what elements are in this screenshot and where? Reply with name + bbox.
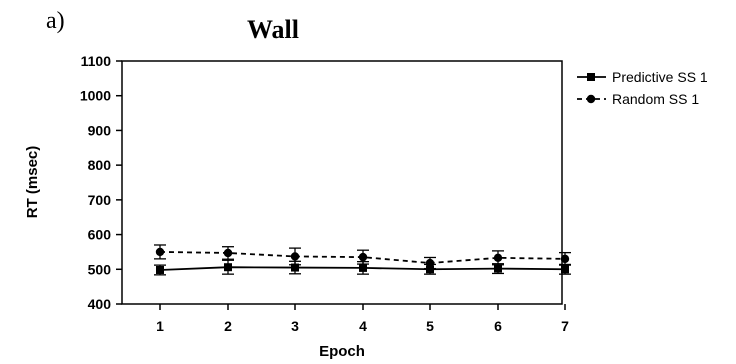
legend: Predictive SS 1 Random SS 1 (577, 69, 708, 107)
data-point (493, 253, 503, 263)
y-tick-label: 600 (88, 227, 112, 243)
panel-label: a) (46, 8, 65, 34)
plot-area (121, 60, 563, 305)
y-tick-label: 1100 (81, 53, 112, 69)
data-point (425, 258, 435, 268)
x-axis: 1 2 3 4 5 6 7 (156, 304, 569, 334)
y-tick-label: 800 (88, 157, 112, 173)
y-tick-label: 500 (88, 261, 112, 277)
legend-marker (586, 94, 596, 104)
y-tick-label: 900 (88, 122, 112, 138)
y-tick-label: 700 (88, 192, 112, 208)
chart-title: Wall (247, 15, 299, 44)
data-point (223, 248, 233, 258)
x-tick-label: 3 (291, 318, 299, 334)
data-point (358, 252, 368, 262)
x-tick-label: 2 (224, 318, 232, 334)
data-point (224, 263, 232, 272)
legend-label: Predictive SS 1 (612, 69, 708, 85)
data-point (156, 265, 164, 274)
y-axis: 400 500 600 700 800 900 1000 1100 (80, 53, 122, 312)
y-axis-label: RT (msec) (24, 146, 41, 219)
series-layer (154, 244, 571, 276)
data-point (560, 254, 570, 264)
x-axis-label: Epoch (319, 343, 365, 360)
legend-marker (587, 73, 595, 81)
x-tick-label: 6 (494, 318, 502, 334)
x-tick-label: 5 (426, 318, 434, 334)
x-tick-label: 4 (359, 318, 367, 334)
data-point (291, 263, 299, 272)
data-point (155, 247, 165, 257)
x-tick-label: 1 (156, 318, 164, 334)
legend-item-2: Random SS 1 (577, 91, 699, 107)
legend-label: Random SS 1 (612, 91, 699, 107)
data-point (359, 263, 367, 272)
y-tick-label: 1000 (80, 88, 111, 104)
data-point (561, 265, 569, 274)
y-tick-label: 400 (88, 296, 112, 312)
x-tick-label: 7 (561, 318, 569, 334)
data-point (290, 252, 300, 261)
series-2 (154, 244, 571, 270)
data-point (494, 264, 502, 273)
data-point (426, 265, 434, 274)
legend-item-1: Predictive SS 1 (577, 69, 708, 85)
